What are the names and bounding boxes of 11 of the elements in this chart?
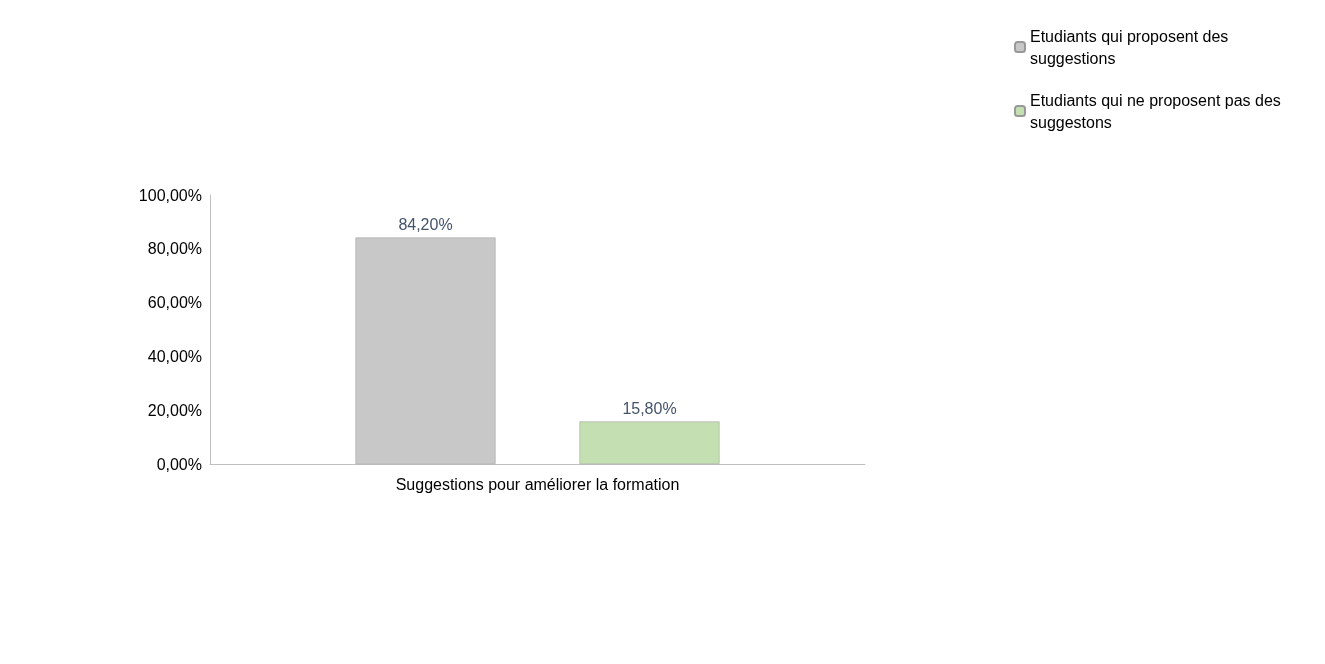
y-tick-label: 20,00% — [147, 401, 202, 419]
x-tick-label: Suggestions pour améliorer la formation — [395, 475, 680, 493]
y-tick-label: 80,00% — [147, 240, 202, 258]
y-tick-label: 40,00% — [147, 347, 202, 365]
legend-label: Etudiants qui proposent des suggestions — [1030, 27, 1233, 67]
data-label: 15,80% — [622, 400, 677, 417]
data-label: 84,20% — [398, 216, 453, 233]
legend-label: Etudiants qui ne proposent pas des suggestons — [1030, 91, 1286, 131]
y-tick-label: 100,00% — [138, 186, 202, 204]
y-tick-label: 60,00% — [147, 294, 202, 312]
y-tick-label: 0,00% — [156, 455, 202, 473]
